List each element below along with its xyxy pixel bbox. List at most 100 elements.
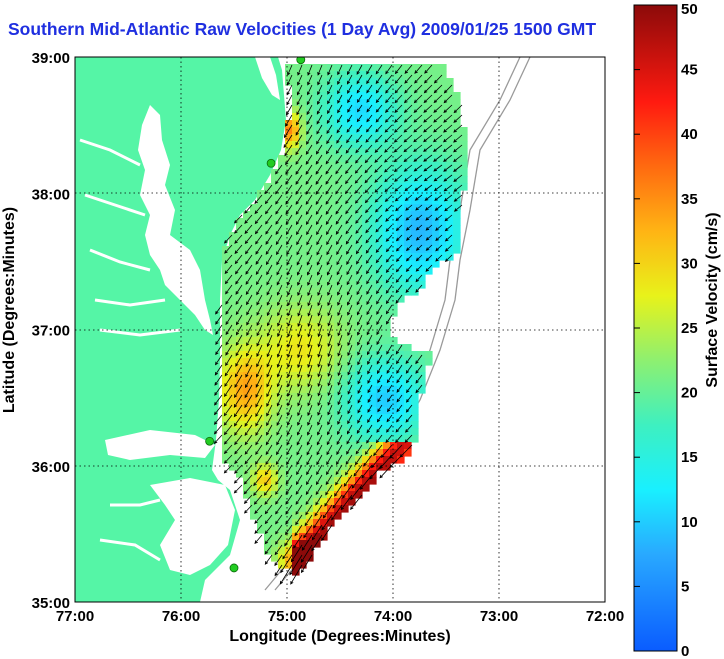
velocity-cell xyxy=(243,358,251,366)
velocity-cell xyxy=(229,435,237,443)
velocity-cell xyxy=(404,183,412,191)
velocity-cell xyxy=(320,316,328,324)
velocity-cell xyxy=(341,141,349,149)
velocity-arrow xyxy=(304,514,313,527)
velocity-arrow xyxy=(275,504,283,515)
velocity-cell xyxy=(376,85,384,93)
velocity-arrow xyxy=(335,144,343,155)
velocity-arrow xyxy=(287,364,293,378)
velocity-cell xyxy=(320,470,328,478)
velocity-cell xyxy=(418,260,426,268)
velocity-arrow xyxy=(223,424,233,436)
velocity-cell xyxy=(404,253,412,261)
velocity-arrow xyxy=(395,344,403,355)
velocity-cell xyxy=(236,246,244,254)
velocity-cell xyxy=(355,78,363,86)
velocity-arrow xyxy=(350,494,363,511)
velocity-arrow xyxy=(396,354,403,365)
velocity-cell xyxy=(236,330,244,338)
velocity-cell xyxy=(271,197,279,205)
velocity-cell xyxy=(320,127,328,135)
velocity-arrow xyxy=(337,334,343,347)
velocity-arrow xyxy=(223,394,233,407)
velocity-cell xyxy=(362,106,370,114)
velocity-cell xyxy=(369,190,377,198)
velocity-arrow xyxy=(413,94,423,104)
velocity-cell xyxy=(250,463,258,471)
velocity-cell xyxy=(320,295,328,303)
velocity-cell xyxy=(425,239,433,247)
velocity-cell xyxy=(390,365,398,373)
velocity-cell xyxy=(355,169,363,177)
velocity-cell xyxy=(362,463,370,471)
velocity-cell xyxy=(341,120,349,128)
velocity-cell xyxy=(369,85,377,93)
velocity-cell xyxy=(306,141,314,149)
velocity-cell xyxy=(222,442,230,450)
velocity-arrow xyxy=(246,294,253,306)
velocity-cell xyxy=(369,323,377,331)
velocity-arrow xyxy=(256,344,263,357)
velocity-cell xyxy=(453,211,461,219)
velocity-arrow xyxy=(306,134,313,145)
velocity-arrow xyxy=(296,444,303,456)
velocity-cell xyxy=(397,379,405,387)
velocity-cell xyxy=(320,337,328,345)
velocity-arrow xyxy=(306,244,313,256)
velocity-cell xyxy=(460,127,468,135)
velocity-cell xyxy=(264,428,272,436)
velocity-cell xyxy=(334,365,342,373)
velocity-arrow xyxy=(306,104,313,116)
velocity-arrow xyxy=(306,94,313,106)
velocity-cell xyxy=(376,372,384,380)
velocity-cell xyxy=(348,141,356,149)
velocity-arrow xyxy=(433,74,443,84)
velocity-cell xyxy=(390,449,398,457)
velocity-cell xyxy=(397,449,405,457)
velocity-cell xyxy=(355,372,363,380)
velocity-arrow xyxy=(315,154,323,165)
velocity-arrow xyxy=(327,284,333,296)
velocity-arrow xyxy=(245,254,253,265)
velocity-cell xyxy=(411,274,419,282)
velocity-cell xyxy=(313,106,321,114)
velocity-cell xyxy=(320,386,328,394)
velocity-cell xyxy=(404,197,412,205)
velocity-cell xyxy=(299,393,307,401)
velocity-arrow xyxy=(444,254,453,263)
velocity-cell xyxy=(320,211,328,219)
velocity-cell xyxy=(418,120,426,128)
velocity-cell xyxy=(418,162,426,170)
velocity-arrow xyxy=(347,384,353,395)
velocity-cell xyxy=(390,64,398,72)
velocity-cell xyxy=(390,162,398,170)
velocity-cell xyxy=(369,435,377,443)
velocity-cell xyxy=(250,211,258,219)
velocity-cell xyxy=(453,99,461,107)
velocity-cell xyxy=(313,456,321,464)
velocity-arrow xyxy=(300,544,313,563)
velocity-cell xyxy=(257,498,265,506)
velocity-arrow xyxy=(444,244,453,252)
velocity-cell xyxy=(432,162,440,170)
velocity-cell xyxy=(299,323,307,331)
velocity-cell xyxy=(341,169,349,177)
velocity-cell xyxy=(432,127,440,135)
velocity-arrow xyxy=(234,444,243,455)
velocity-arrow xyxy=(225,284,233,295)
velocity-arrow xyxy=(244,234,253,245)
velocity-cell xyxy=(292,442,300,450)
velocity-cell xyxy=(278,211,286,219)
velocity-cell xyxy=(327,435,335,443)
velocity-arrow xyxy=(434,204,443,211)
velocity-cell xyxy=(390,85,398,93)
velocity-cell xyxy=(306,309,314,317)
velocity-cell xyxy=(257,358,265,366)
velocity-cell xyxy=(341,330,349,338)
velocity-cell xyxy=(348,183,356,191)
velocity-cell xyxy=(334,295,342,303)
velocity-cell xyxy=(341,393,349,401)
velocity-cell xyxy=(418,239,426,247)
velocity-arrow xyxy=(326,234,333,246)
velocity-arrow xyxy=(315,174,323,185)
